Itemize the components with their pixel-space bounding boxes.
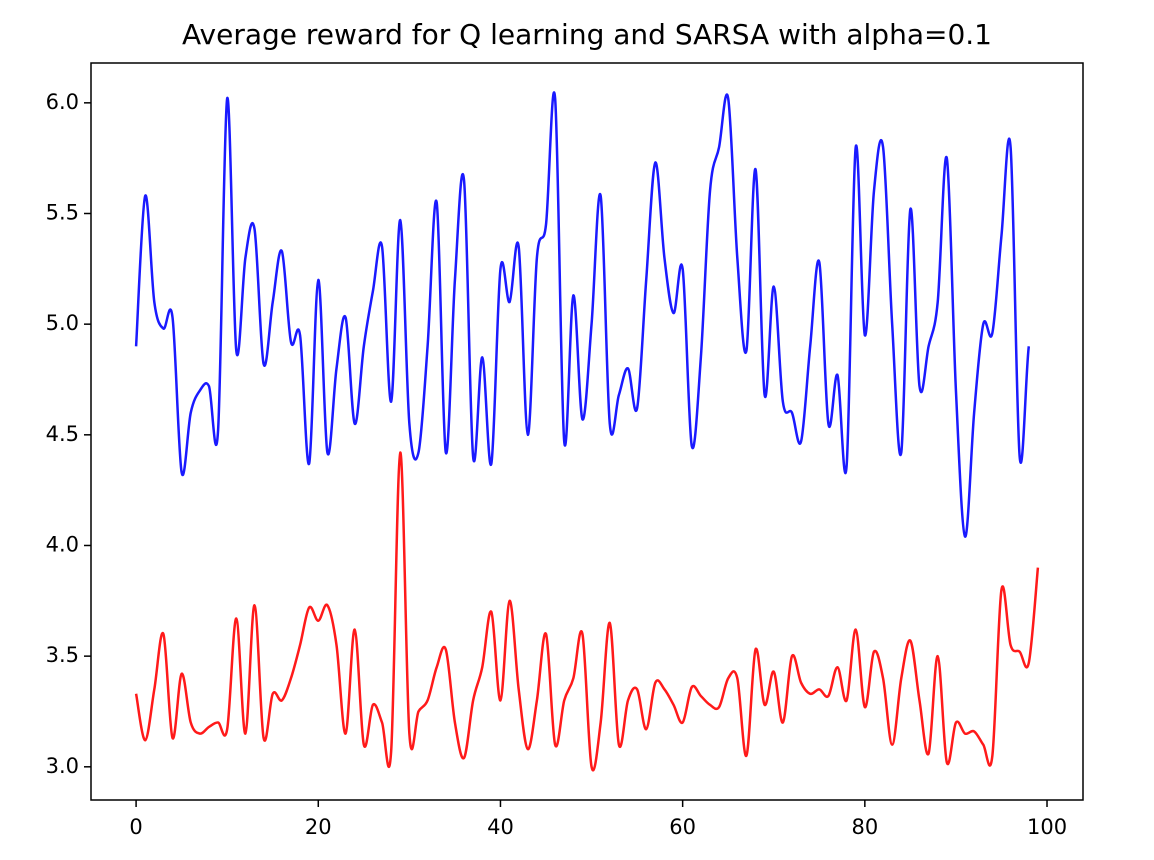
y-tick-label: 4.5: [46, 422, 79, 446]
y-tick-label: 6.0: [46, 90, 79, 114]
series-line: [134, 91, 1031, 538]
series-line: [134, 451, 1040, 772]
y-tick-label: 4.0: [46, 532, 79, 556]
y-tick-label: 3.5: [46, 643, 79, 667]
x-tick-label: 20: [305, 815, 332, 839]
chart-title: Average reward for Q learning and SARSA …: [182, 18, 992, 51]
x-tick-label: 40: [487, 815, 514, 839]
y-tick-label: 5.5: [46, 200, 79, 224]
x-tick-label: 60: [669, 815, 696, 839]
y-tick-label: 3.0: [46, 754, 79, 778]
plot-frame: [90, 62, 1084, 801]
x-tick-label: 100: [1027, 815, 1067, 839]
y-tick-label: 5.0: [46, 311, 79, 335]
x-tick-label: 80: [851, 815, 878, 839]
x-tick-label: 0: [129, 815, 142, 839]
